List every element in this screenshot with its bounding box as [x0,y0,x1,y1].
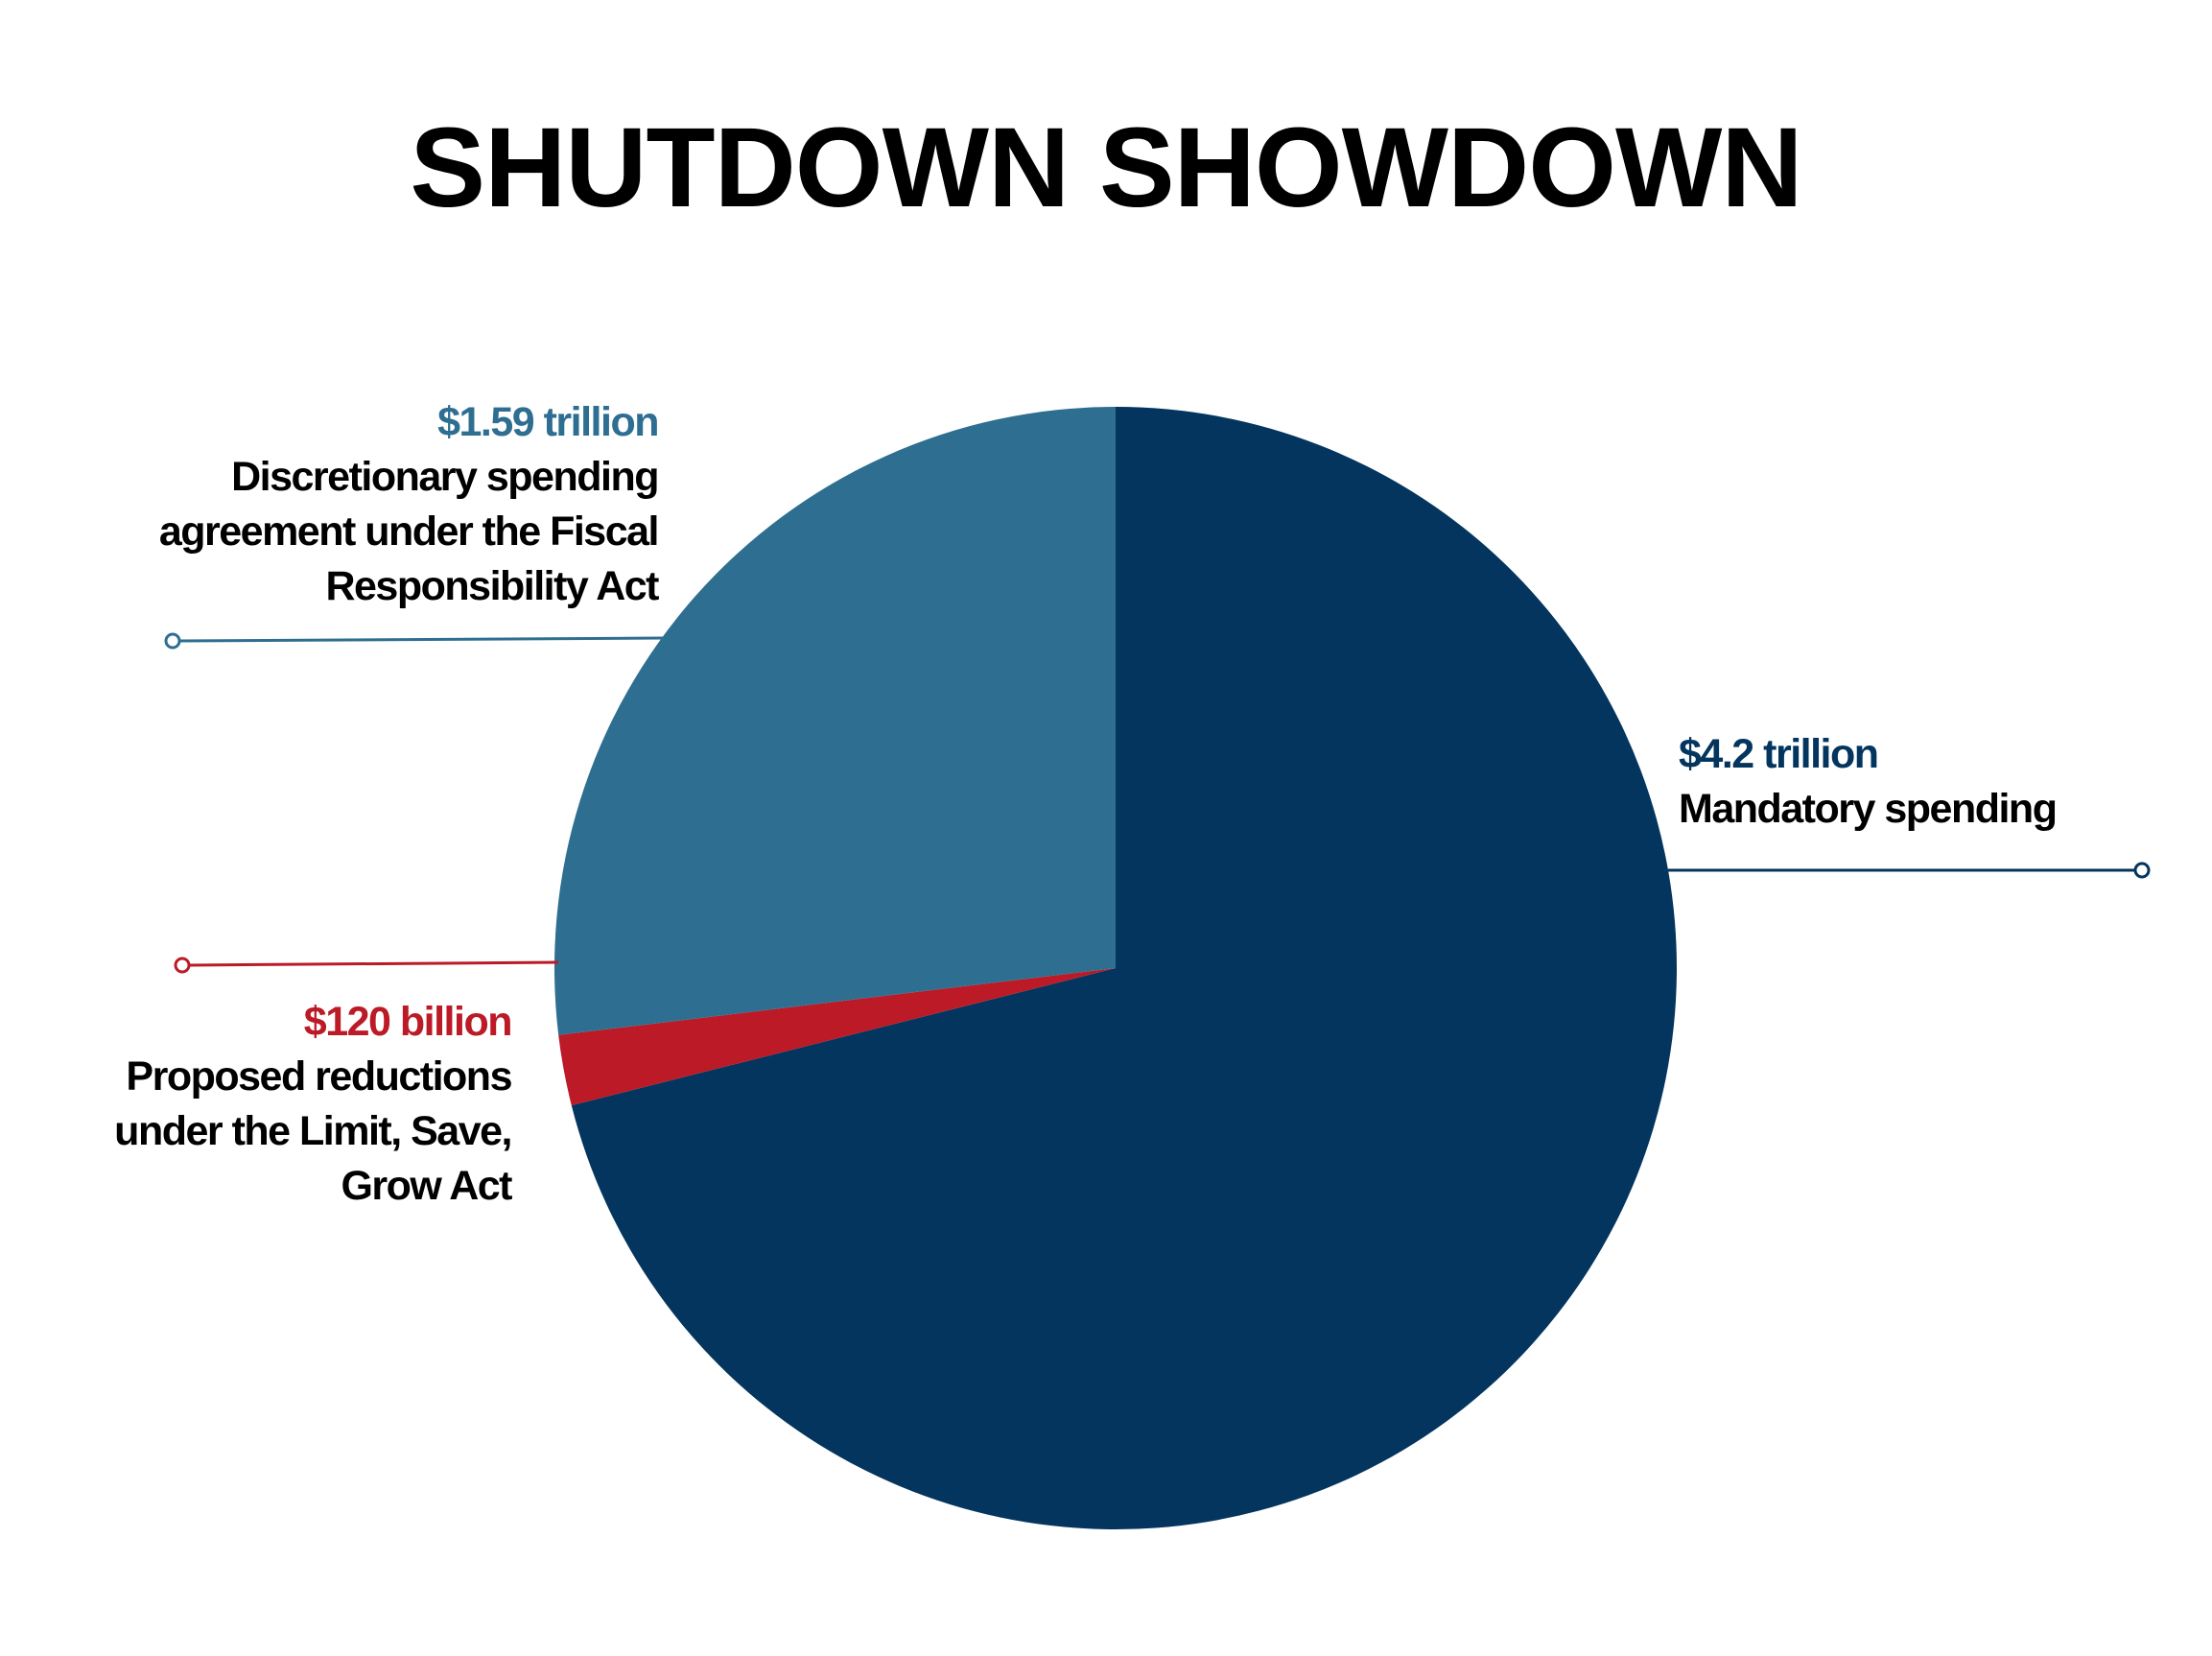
slice-label: $1.59 trillion Discretionary spending ag… [96,395,660,614]
leader-line [178,636,665,643]
category-label: Discretionary spending agreement under t… [158,454,660,609]
value-label: $1.59 trillion [437,399,659,445]
pie-slice [554,407,1116,1035]
pie-slice [571,407,1677,1530]
leader-dot [2133,862,2151,879]
slice-label: $120 billion Proposed reductions under t… [19,995,513,1214]
pie [554,407,1677,1530]
leader-line [188,960,559,967]
value-label: $120 billion [303,999,513,1045]
slice-label: $4.2 trillion Mandatory spending [1679,727,2058,837]
leader-dot [164,632,181,650]
category-label: Proposed reductions under the Limit, Sav… [114,1053,512,1209]
leader-dot [174,957,191,974]
pie-slice [558,968,1116,1106]
chart-title: SHUTDOWN SHOWDOWN [410,105,1802,231]
category-label: Mandatory spending [1679,786,2058,832]
value-label: $4.2 trillion [1679,731,1879,777]
